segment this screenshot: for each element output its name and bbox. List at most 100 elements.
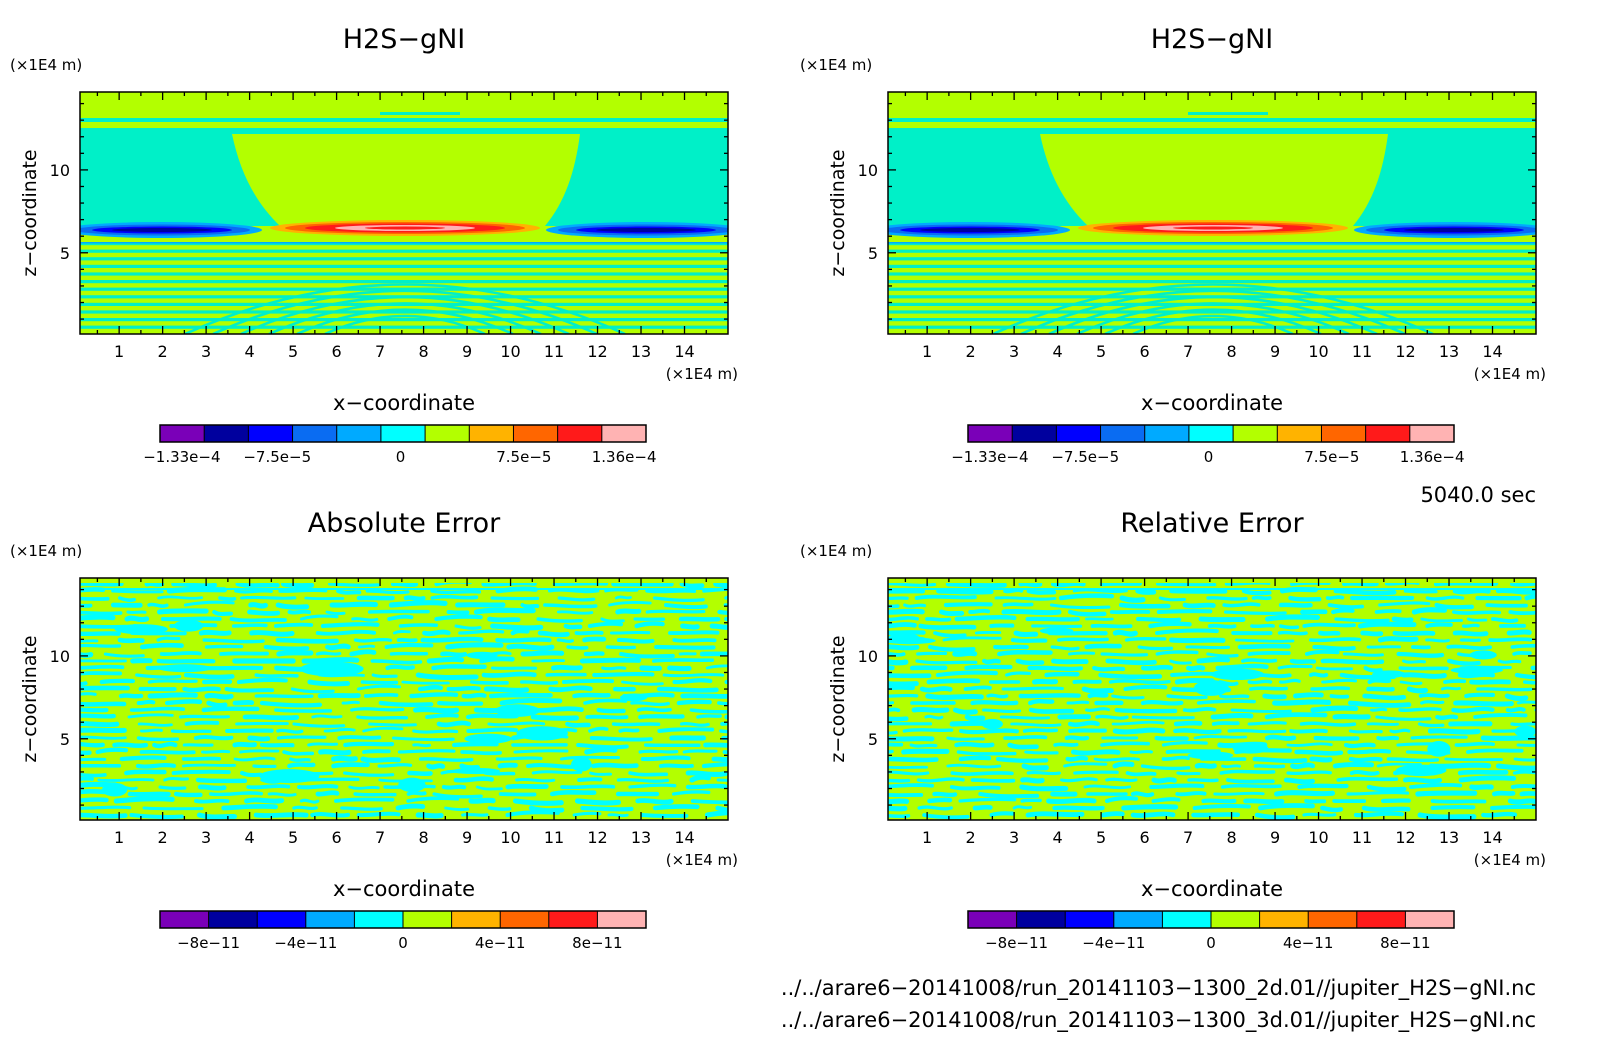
- contour-blob: [1452, 610, 1502, 615]
- contour-band: [888, 280, 1536, 284]
- colorbar-swatch: [248, 425, 293, 442]
- contour-blob: [1376, 735, 1400, 741]
- contour-blob: [1310, 686, 1351, 691]
- contour-blob: [1308, 637, 1362, 643]
- contour-blob: [577, 777, 603, 782]
- contour-blob: [415, 672, 479, 680]
- contour-blob: [259, 700, 322, 708]
- contour-blob: [290, 687, 335, 694]
- contour-blob: [1247, 721, 1287, 726]
- contour-blob: [1377, 636, 1419, 643]
- contour-blob: [171, 769, 231, 775]
- contour-blob: [147, 602, 169, 608]
- contour-blob: [1473, 713, 1528, 719]
- contour-blob: [952, 650, 978, 657]
- contour-blob: [483, 686, 530, 694]
- contour-band: [888, 588, 1536, 590]
- contour-blob: [340, 806, 383, 811]
- contour-blob: [1348, 729, 1383, 734]
- colorbar-label: −4e−11: [274, 934, 337, 952]
- contour-blob: [434, 614, 483, 622]
- contour-blob: [888, 742, 904, 747]
- contour-blob: [1313, 735, 1360, 741]
- x-tick-label: 9: [1270, 342, 1280, 361]
- contour-blob: [1469, 650, 1497, 660]
- contour-blob: [680, 693, 728, 699]
- contour-blob: [1105, 777, 1138, 783]
- contour-blob: [181, 756, 222, 761]
- contour-blob: [287, 609, 312, 615]
- contour-blob: [614, 595, 632, 600]
- contour-blob: [446, 685, 481, 692]
- contour-blob: [1360, 630, 1384, 637]
- contour-blob: [232, 741, 258, 748]
- contour-blob: [1334, 617, 1390, 623]
- contour-blob: [80, 789, 108, 795]
- contour-blob: [536, 617, 583, 623]
- contour-blob: [619, 693, 648, 702]
- contour-blob: [645, 589, 697, 594]
- contour-blob: [360, 680, 399, 685]
- contour-blob: [1444, 757, 1503, 762]
- contour-blob: [949, 785, 1001, 791]
- contour-blob: [464, 733, 512, 744]
- contour-blob: [584, 746, 618, 755]
- panel-title: H2S−gNI: [343, 24, 466, 55]
- contour-band: [80, 242, 728, 244]
- contour-band: [888, 325, 1536, 329]
- contour-blob: [888, 730, 898, 735]
- contour-blob: [276, 728, 304, 734]
- contour-blob: [1230, 708, 1292, 714]
- contour-blob: [328, 582, 380, 587]
- contour-blob: [1461, 623, 1480, 628]
- contour-blob: [1403, 589, 1438, 594]
- x-tick-label: 6: [1139, 342, 1149, 361]
- contour-blob: [1262, 693, 1287, 700]
- contour-blob: [1302, 622, 1357, 628]
- x-tick-label: 5: [288, 828, 298, 847]
- contour-blob: [656, 686, 719, 693]
- contour-blob: [126, 610, 147, 615]
- x-tick-label: 6: [331, 828, 341, 847]
- contour-blob: [481, 671, 537, 678]
- contour-blob: [1417, 812, 1477, 820]
- contour-blob: [652, 804, 700, 811]
- contour-blob: [1497, 659, 1522, 664]
- contour-blob: [1057, 637, 1109, 642]
- colorbar-swatch: [1016, 911, 1066, 928]
- contour-blob: [1469, 679, 1512, 685]
- contour-blob: [135, 762, 177, 769]
- contour-blob: [1453, 700, 1514, 707]
- contour-blob: [1347, 748, 1392, 755]
- contour-blob: [919, 686, 953, 693]
- contour-blob: [1297, 783, 1349, 790]
- contour-blob: [356, 811, 401, 818]
- x-tick-label: 4: [1053, 828, 1063, 847]
- contour-blob: [888, 604, 900, 609]
- contour-blob: [1341, 581, 1379, 587]
- x-tick-label: 7: [1183, 342, 1193, 361]
- contour-blob: [621, 680, 664, 686]
- contour-blob: [1154, 735, 1189, 741]
- contour-blob: [1187, 778, 1219, 783]
- contour-blob: [711, 756, 728, 763]
- contour-blob: [409, 691, 459, 699]
- contour-blob: [1411, 645, 1431, 650]
- contour-blob: [1398, 666, 1449, 671]
- contour-blob: [1100, 652, 1149, 657]
- contour-band: [80, 310, 728, 314]
- colorbar-frame: [967, 910, 1455, 929]
- contour-blob: [1427, 741, 1451, 757]
- contour-blob: [204, 692, 234, 700]
- contour-blob: [589, 771, 612, 776]
- contour-blob: [1509, 581, 1536, 587]
- contour-blob: [430, 589, 482, 595]
- contour-blob: [1053, 742, 1079, 747]
- colorbar-swatch: [1188, 425, 1234, 442]
- contour-blob: [221, 803, 278, 811]
- x-tick-label: 6: [331, 342, 341, 361]
- x-tick-label: 2: [158, 342, 168, 361]
- contour-blob: [916, 777, 965, 783]
- contour-blob: [690, 799, 728, 805]
